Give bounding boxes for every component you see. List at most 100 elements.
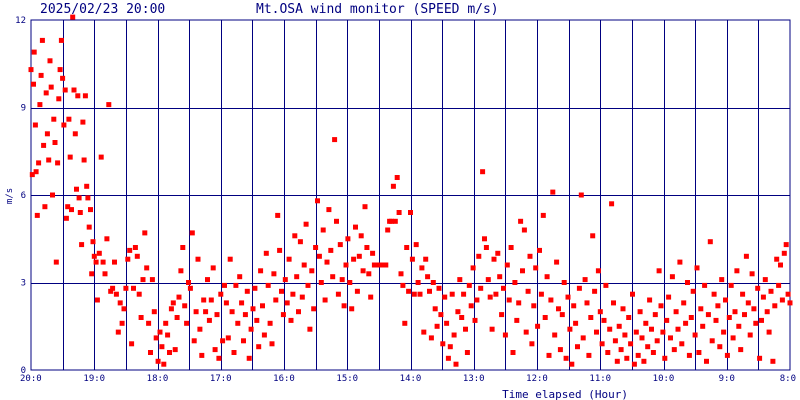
data-point bbox=[34, 212, 40, 218]
data-point bbox=[353, 224, 358, 230]
data-point bbox=[478, 285, 484, 291]
data-point bbox=[637, 309, 643, 315]
data-point bbox=[339, 277, 345, 283]
data-point bbox=[322, 297, 328, 303]
data-point bbox=[265, 282, 271, 288]
data-point bbox=[77, 210, 83, 215]
data-point bbox=[760, 294, 766, 300]
data-point bbox=[540, 212, 546, 218]
data-point bbox=[409, 256, 415, 262]
data-point bbox=[647, 297, 653, 303]
data-point bbox=[33, 169, 39, 175]
data-point bbox=[620, 306, 626, 312]
data-point bbox=[650, 350, 656, 355]
data-point bbox=[61, 122, 67, 128]
data-point bbox=[168, 306, 174, 312]
data-point bbox=[671, 347, 677, 353]
data-point bbox=[590, 233, 596, 239]
data-point bbox=[683, 320, 689, 326]
data-point bbox=[231, 350, 237, 355]
data-point bbox=[569, 361, 575, 367]
data-point bbox=[214, 312, 220, 318]
data-point bbox=[199, 352, 205, 358]
data-point bbox=[326, 207, 332, 213]
data-point bbox=[358, 233, 364, 239]
data-point bbox=[165, 332, 171, 338]
data-point bbox=[163, 320, 169, 326]
data-point bbox=[354, 288, 360, 294]
data-point bbox=[252, 285, 258, 291]
data-point bbox=[704, 358, 709, 364]
data-point bbox=[685, 280, 690, 285]
data-point bbox=[364, 245, 370, 250]
data-point bbox=[702, 282, 708, 288]
data-point bbox=[186, 280, 191, 285]
data-point bbox=[356, 253, 362, 259]
data-point bbox=[157, 329, 163, 335]
data-point bbox=[113, 291, 119, 297]
data-point bbox=[447, 344, 453, 350]
data-point bbox=[48, 84, 54, 90]
data-point bbox=[641, 358, 647, 364]
data-point bbox=[660, 329, 666, 335]
data-point bbox=[174, 315, 180, 320]
data-point bbox=[550, 189, 556, 195]
data-point bbox=[692, 332, 698, 338]
data-point bbox=[605, 350, 611, 355]
data-point bbox=[571, 303, 577, 309]
data-point bbox=[320, 227, 326, 233]
data-point bbox=[584, 300, 590, 306]
y-tick-label: 9 bbox=[21, 104, 26, 114]
y-axis-label: m/s bbox=[5, 188, 15, 204]
data-point bbox=[413, 242, 419, 248]
data-point bbox=[93, 259, 99, 265]
data-point bbox=[776, 282, 782, 288]
data-point bbox=[71, 87, 77, 93]
data-point bbox=[313, 245, 319, 250]
data-point bbox=[633, 329, 639, 335]
data-point bbox=[88, 207, 93, 213]
data-point bbox=[766, 329, 772, 335]
data-point bbox=[148, 350, 153, 355]
data-point bbox=[398, 271, 404, 277]
x-tick-label: 9:0 bbox=[719, 374, 735, 384]
data-point bbox=[244, 288, 250, 294]
data-point bbox=[36, 160, 42, 166]
data-point bbox=[104, 236, 110, 242]
data-point bbox=[759, 317, 764, 323]
data-point bbox=[256, 344, 262, 350]
y-tick-label: 12 bbox=[15, 16, 26, 26]
data-point bbox=[580, 335, 586, 341]
data-point bbox=[527, 253, 533, 259]
data-point bbox=[197, 326, 203, 332]
data-point bbox=[335, 291, 341, 297]
data-point bbox=[607, 326, 613, 332]
data-point bbox=[119, 320, 125, 326]
data-point bbox=[307, 326, 313, 332]
data-point bbox=[783, 242, 789, 248]
data-point bbox=[408, 210, 413, 215]
data-point bbox=[504, 262, 510, 268]
data-point bbox=[53, 259, 59, 265]
x-tick-label: 8:0 bbox=[780, 374, 796, 384]
data-point bbox=[705, 312, 711, 318]
data-point bbox=[434, 323, 440, 329]
data-point bbox=[90, 239, 96, 245]
data-point bbox=[63, 215, 69, 221]
data-point bbox=[31, 49, 37, 55]
data-point bbox=[303, 221, 309, 227]
x-tick-label: 16:0 bbox=[273, 374, 295, 384]
data-point bbox=[611, 300, 616, 306]
x-tick-label: 19:0 bbox=[83, 374, 105, 384]
data-point bbox=[654, 338, 660, 344]
data-point bbox=[125, 256, 131, 262]
data-point bbox=[334, 218, 339, 224]
x-tick-label: 18:0 bbox=[147, 374, 169, 384]
data-point bbox=[679, 341, 685, 347]
data-point bbox=[301, 262, 307, 268]
data-point bbox=[508, 245, 514, 250]
data-point bbox=[499, 312, 505, 318]
data-point bbox=[707, 239, 713, 245]
data-point bbox=[514, 317, 520, 323]
data-point bbox=[753, 320, 759, 326]
